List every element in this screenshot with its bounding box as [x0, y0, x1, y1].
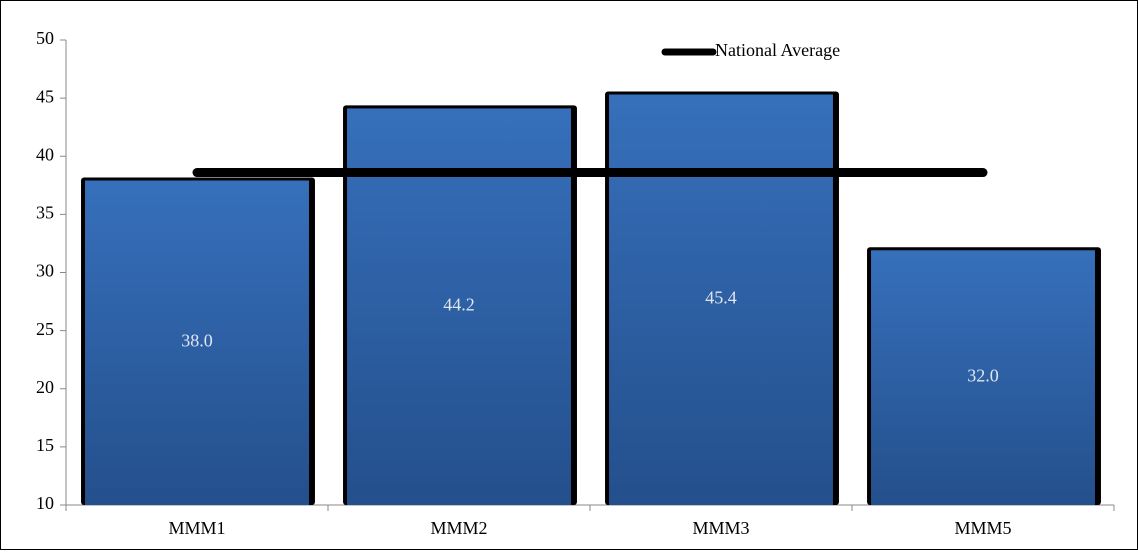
x-tick-label: MMM1 [168, 518, 225, 538]
value-label: 32.0 [967, 365, 999, 385]
y-tick-label: 25 [36, 319, 54, 339]
y-tick-label: 35 [36, 203, 54, 223]
bar [609, 94, 833, 505]
x-tick-label: MMM3 [692, 518, 749, 538]
y-tick-label: 20 [36, 377, 54, 397]
y-tick-label: 30 [36, 261, 54, 281]
value-label: 38.0 [181, 330, 213, 350]
value-label: 45.4 [705, 287, 737, 307]
x-tick-label: MMM2 [430, 518, 487, 538]
y-tick-label: 45 [36, 86, 54, 106]
bar [85, 180, 309, 505]
y-tick-label: 15 [36, 435, 54, 455]
legend-label: National Average [715, 40, 840, 60]
y-tick-label: 40 [36, 144, 54, 164]
y-tick-label: 10 [36, 493, 54, 513]
x-tick-label: MMM5 [954, 518, 1011, 538]
bar [871, 250, 1095, 505]
value-label: 44.2 [443, 294, 475, 314]
y-tick-label: 50 [36, 28, 54, 48]
